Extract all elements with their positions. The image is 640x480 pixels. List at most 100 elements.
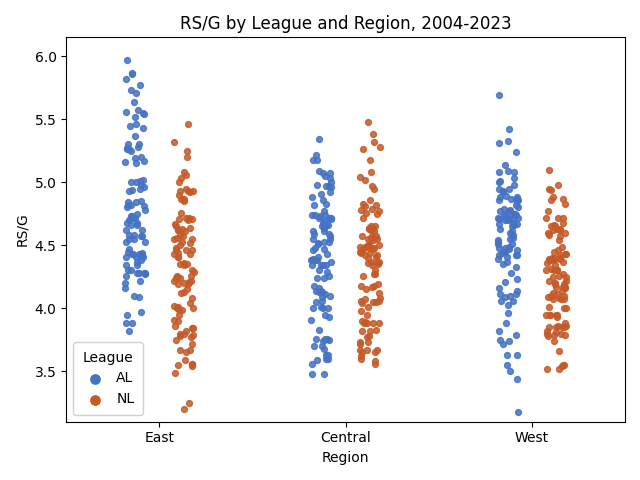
- Point: [319, 245, 329, 253]
- Point: [179, 262, 189, 269]
- Point: [323, 304, 333, 312]
- Point: [543, 255, 554, 263]
- Point: [140, 270, 150, 278]
- Point: [326, 215, 336, 223]
- Point: [312, 156, 322, 163]
- Point: [187, 360, 197, 368]
- Point: [129, 231, 140, 239]
- Point: [554, 237, 564, 244]
- Point: [369, 185, 379, 192]
- Point: [314, 288, 324, 296]
- Point: [138, 124, 148, 132]
- Point: [501, 320, 511, 327]
- Point: [371, 298, 381, 306]
- Point: [136, 153, 146, 161]
- Point: [541, 365, 552, 372]
- Point: [494, 244, 504, 252]
- Point: [185, 300, 195, 307]
- Point: [173, 226, 184, 234]
- Point: [560, 200, 570, 207]
- Point: [508, 219, 518, 227]
- Point: [374, 289, 385, 297]
- Point: [137, 226, 147, 234]
- Point: [550, 262, 560, 269]
- Point: [309, 282, 319, 289]
- Point: [324, 313, 334, 321]
- Point: [314, 267, 324, 275]
- Point: [361, 209, 371, 216]
- Point: [507, 228, 517, 235]
- Point: [310, 211, 320, 219]
- Point: [549, 337, 559, 345]
- Point: [495, 193, 505, 201]
- Point: [179, 405, 189, 413]
- Point: [364, 241, 374, 249]
- Point: [372, 210, 382, 217]
- Point: [313, 239, 323, 247]
- Point: [127, 320, 138, 327]
- Point: [362, 334, 372, 341]
- Point: [308, 304, 318, 312]
- Point: [314, 135, 324, 143]
- Point: [135, 82, 145, 89]
- Point: [495, 177, 505, 185]
- Point: [366, 234, 376, 241]
- Point: [307, 370, 317, 378]
- Point: [367, 205, 377, 213]
- Point: [512, 351, 522, 359]
- Point: [555, 254, 565, 262]
- Point: [173, 249, 183, 257]
- Point: [552, 267, 563, 275]
- Point: [502, 215, 512, 223]
- Point: [132, 221, 142, 229]
- Point: [505, 368, 515, 375]
- Point: [172, 273, 182, 281]
- Legend: AL, NL: AL, NL: [73, 342, 143, 415]
- Point: [323, 221, 333, 229]
- Point: [314, 214, 324, 221]
- Point: [179, 195, 189, 203]
- Point: [360, 243, 371, 251]
- Point: [306, 316, 316, 324]
- Point: [493, 214, 503, 221]
- Point: [187, 247, 197, 254]
- Point: [172, 247, 182, 254]
- Point: [177, 238, 187, 245]
- Point: [182, 260, 193, 268]
- Point: [182, 286, 192, 293]
- Point: [185, 239, 195, 247]
- Point: [558, 214, 568, 221]
- Point: [554, 272, 564, 279]
- Point: [548, 273, 558, 281]
- X-axis label: Region: Region: [322, 451, 369, 465]
- Point: [551, 311, 561, 318]
- Point: [502, 361, 512, 369]
- Point: [179, 288, 189, 296]
- Point: [179, 197, 189, 205]
- Point: [184, 278, 194, 286]
- Point: [316, 303, 326, 311]
- Point: [360, 318, 370, 326]
- Point: [374, 297, 384, 305]
- Point: [131, 159, 141, 167]
- Point: [355, 243, 365, 251]
- Point: [512, 276, 522, 283]
- Point: [543, 332, 554, 340]
- Point: [550, 223, 561, 230]
- Point: [176, 209, 186, 216]
- Point: [129, 155, 140, 162]
- Point: [364, 224, 374, 231]
- Point: [321, 217, 331, 225]
- Point: [307, 193, 317, 201]
- Point: [124, 245, 134, 253]
- Point: [123, 199, 133, 206]
- Point: [321, 355, 331, 362]
- Point: [366, 226, 376, 234]
- Point: [560, 229, 570, 237]
- Point: [136, 252, 146, 259]
- Point: [188, 187, 198, 195]
- Point: [373, 280, 383, 288]
- Point: [556, 330, 566, 337]
- Point: [127, 213, 138, 220]
- Point: [362, 254, 372, 262]
